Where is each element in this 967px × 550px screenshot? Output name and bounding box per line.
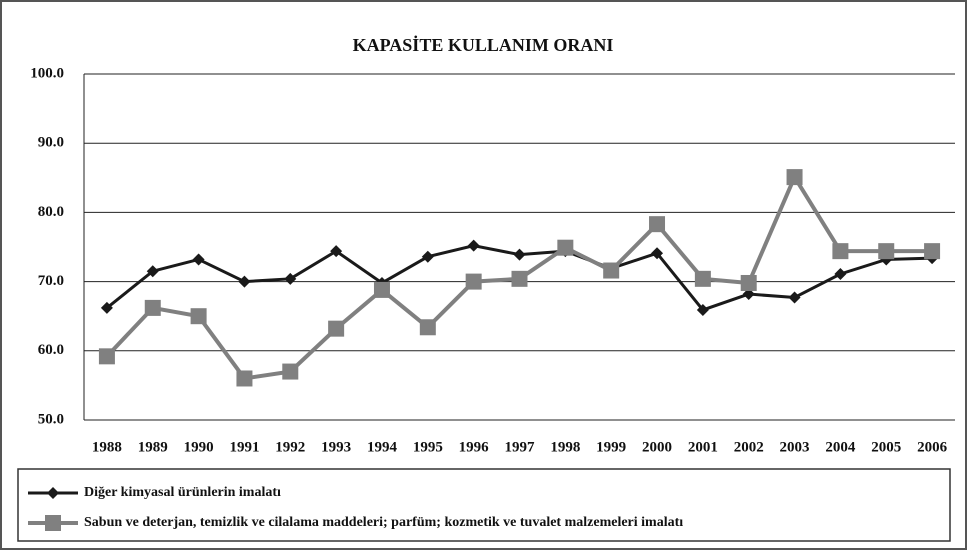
data-point — [236, 370, 253, 387]
data-point — [511, 270, 528, 287]
y-tick-label: 50.0 — [38, 411, 64, 427]
x-tick-label: 2000 — [642, 439, 672, 455]
data-point — [190, 308, 207, 325]
x-tick-label: 1995 — [413, 439, 443, 455]
data-point — [832, 243, 849, 260]
x-tick-label: 2005 — [871, 439, 901, 455]
x-tick-label: 1989 — [138, 439, 168, 455]
data-point — [467, 239, 480, 252]
data-point — [282, 363, 299, 380]
data-point — [330, 245, 343, 258]
data-point — [603, 262, 620, 279]
legend-label: Sabun ve deterjan, temizlik ve cilalama … — [84, 515, 683, 530]
data-point — [696, 303, 709, 316]
data-point — [924, 243, 941, 260]
data-point — [649, 216, 666, 233]
x-tick-label: 1990 — [184, 439, 214, 455]
data-point — [98, 348, 115, 365]
data-point — [742, 288, 755, 301]
x-tick-label: 2004 — [825, 439, 856, 455]
legend-label: Diğer kimyasal ürünlerin imalatı — [84, 485, 281, 500]
x-tick-label: 2002 — [734, 439, 764, 455]
data-point — [373, 281, 390, 298]
x-tick-label: 1992 — [275, 439, 305, 455]
data-point — [465, 273, 482, 290]
data-point — [192, 253, 205, 266]
y-tick-label: 90.0 — [38, 135, 64, 151]
x-tick-label: 1998 — [550, 439, 580, 455]
y-tick-label: 100.0 — [30, 65, 64, 81]
data-point — [328, 320, 345, 337]
x-tick-label: 1994 — [367, 439, 398, 455]
data-point — [557, 239, 574, 256]
legend-box — [17, 468, 951, 542]
x-tick-label: 1996 — [459, 439, 490, 455]
x-tick-label: 2001 — [688, 439, 718, 455]
y-tick-label: 70.0 — [38, 273, 64, 289]
data-point — [834, 267, 847, 280]
data-point — [284, 272, 297, 285]
legend-marker — [45, 515, 61, 531]
data-point — [144, 299, 161, 316]
x-tick-label: 1991 — [229, 439, 259, 455]
data-point — [694, 270, 711, 287]
data-point — [513, 248, 526, 261]
data-point — [651, 247, 664, 260]
x-tick-label: 1999 — [596, 439, 626, 455]
data-point — [146, 265, 159, 278]
x-tick-label: 1988 — [92, 439, 122, 455]
data-point — [421, 250, 434, 263]
data-point — [786, 169, 803, 186]
x-tick-label: 2003 — [780, 439, 810, 455]
y-tick-label: 60.0 — [38, 342, 64, 358]
x-tick-label: 1993 — [321, 439, 351, 455]
x-tick-label: 2006 — [917, 439, 948, 455]
y-tick-label: 80.0 — [38, 204, 64, 220]
data-point — [100, 301, 113, 314]
data-point — [238, 275, 251, 288]
chart-title: KAPASİTE KULLANIM ORANI — [353, 35, 614, 55]
data-point — [740, 274, 757, 291]
data-point — [788, 291, 801, 304]
data-point — [419, 319, 436, 336]
legend-marker — [47, 487, 59, 499]
x-tick-label: 1997 — [505, 439, 536, 455]
data-point — [878, 243, 895, 260]
